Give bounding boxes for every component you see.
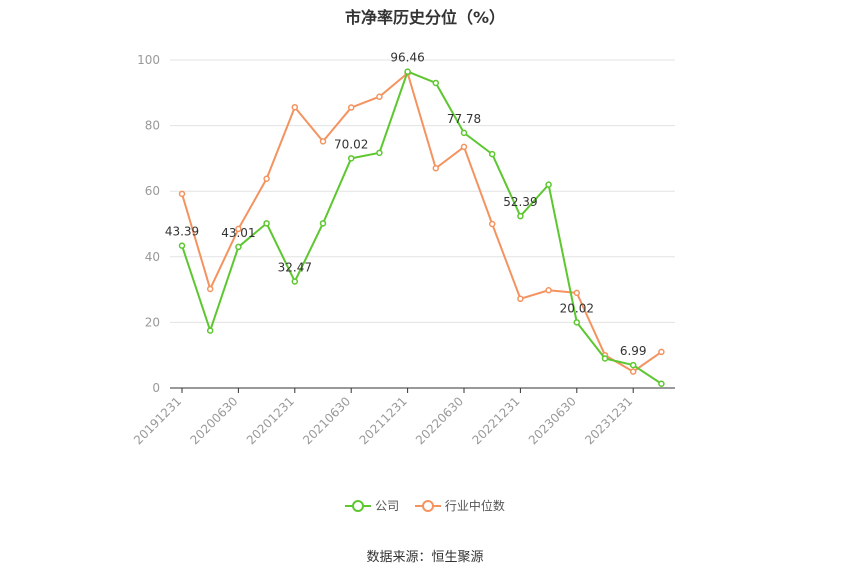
y-tick-label: 100 [137, 53, 160, 67]
data-point [432, 79, 440, 87]
data-point [460, 129, 468, 137]
data-point [235, 243, 242, 251]
data-point [347, 155, 355, 162]
source-note: 数据来源：恒生聚源 [366, 550, 484, 565]
data-point [488, 220, 496, 228]
x-tick-label: 20231231 [582, 394, 635, 447]
y-tick-label: 80 [145, 119, 160, 133]
data-label: 20.02 [560, 301, 594, 315]
data-point [376, 93, 383, 100]
x-tick-label: 20200630 [187, 394, 240, 447]
legend-label-industry-median: 行业中位数 [444, 499, 505, 513]
data-point [658, 380, 665, 387]
data-point [291, 278, 299, 285]
data-point [206, 285, 214, 293]
data-point [291, 103, 299, 111]
chart-title: 市净率历史分位（%） [344, 8, 506, 27]
y-tick-label: 20 [145, 315, 160, 329]
legend-label-company: 公司 [375, 499, 400, 513]
legend: 公司 行业中位数 [0, 497, 850, 516]
data-label: 43.01 [221, 226, 255, 240]
data-point [545, 287, 552, 294]
x-tick-label: 20230630 [526, 394, 579, 447]
data-point [629, 368, 637, 375]
data-point [573, 319, 581, 326]
y-tick-label: 40 [145, 250, 160, 264]
data-point [263, 175, 270, 182]
data-point [601, 355, 609, 362]
data-label: 43.39 [165, 225, 199, 239]
x-tick-label: 20211231 [357, 394, 410, 447]
data-point [460, 143, 468, 151]
data-point [206, 327, 214, 334]
series-line-1 [181, 72, 662, 373]
x-tick-label: 20210630 [300, 394, 353, 447]
data-label: 77.78 [447, 112, 481, 126]
data-label: 70.02 [334, 137, 368, 151]
data-point [235, 225, 242, 233]
data-label: 32.47 [278, 260, 312, 274]
data-point [517, 295, 524, 303]
data-point [263, 220, 270, 227]
data-point [178, 190, 186, 198]
grid-lines [170, 59, 675, 323]
data-point [629, 361, 637, 369]
data-point [376, 149, 383, 157]
data-labels: 43.39 43.01 32.47 70.02 96.46 77.78 52.39 20.02… [165, 51, 647, 358]
legend-item-company[interactable]: 公司 [345, 497, 399, 514]
series-line-0 [181, 70, 662, 385]
data-point [347, 104, 355, 111]
data-label: 96.46 [390, 51, 424, 65]
data-point [488, 150, 496, 158]
data-label: 52.39 [503, 195, 537, 209]
legend-item-industry-median[interactable]: 行业中位数 [414, 497, 505, 514]
legend-swatch-industry-median [414, 499, 441, 513]
data-point [573, 289, 581, 297]
series-lines [178, 68, 665, 387]
data-label: 6.99 [620, 344, 647, 358]
legend-swatch-company [345, 499, 372, 513]
y-tick-label: 0 [152, 381, 160, 395]
y-tick-label: 60 [145, 184, 160, 198]
x-tick-label: 20201231 [244, 394, 297, 447]
x-tick-label: 20191231 [131, 394, 184, 447]
x-tick-label: 20220630 [413, 394, 466, 447]
data-point [319, 220, 327, 227]
data-point [404, 68, 411, 75]
x-tick-label: 20221231 [469, 394, 522, 447]
data-point [517, 212, 524, 220]
data-point [658, 348, 665, 356]
data-point [319, 138, 327, 145]
data-point [178, 242, 186, 249]
data-point [432, 164, 440, 172]
data-point [545, 181, 552, 188]
